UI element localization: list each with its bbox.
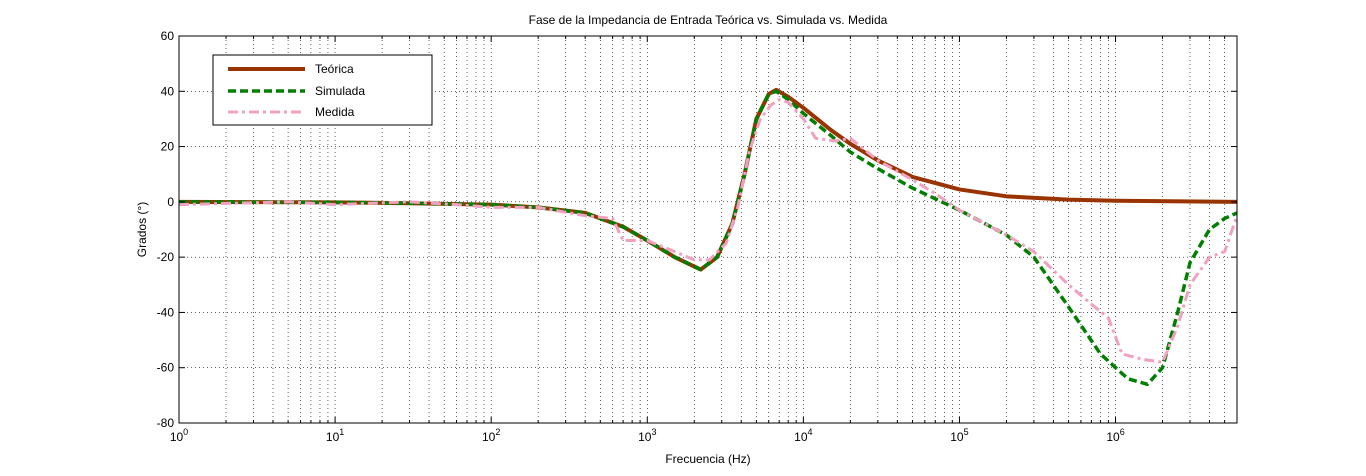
plot-frame — [178, 35, 1238, 424]
y-tick-label: 20 — [161, 140, 175, 154]
series-line-simulada — [179, 89, 1237, 387]
x-tick-label-base: 10 — [638, 430, 652, 444]
x-tick-label-base: 10 — [170, 430, 184, 444]
x-tick-label: 103 — [638, 427, 656, 444]
x-tick-label-exponent: 3 — [651, 427, 656, 437]
y-tick-label: -60 — [157, 361, 175, 375]
series-group — [179, 87, 1237, 387]
legend-label-medida: Medida — [315, 105, 355, 119]
x-tick-label-base: 10 — [326, 430, 340, 444]
y-tick-label: -40 — [157, 305, 175, 319]
y-tick-label: 0 — [167, 195, 174, 209]
x-tick-label: 101 — [326, 427, 344, 444]
y-tick-label: -20 — [157, 250, 175, 264]
legend-label-teorica: Teórica — [315, 62, 354, 76]
y-tick-label: 40 — [161, 84, 175, 98]
y-axis-label: Grados (°) — [135, 202, 149, 257]
y-tick-label: -80 — [157, 416, 175, 430]
x-tick-label-base: 10 — [950, 430, 964, 444]
legend-label-simulada: Simulada — [315, 84, 365, 98]
x-tick-label-exponent: 1 — [339, 427, 344, 437]
legend: Teórica Simulada Medida — [212, 54, 433, 126]
x-tick-label: 106 — [1106, 427, 1124, 444]
x-tick-label-exponent: 0 — [183, 427, 188, 437]
series-line-medida — [179, 98, 1237, 364]
x-tick-label: 100 — [170, 427, 188, 444]
x-tick-label-exponent: 5 — [964, 427, 969, 437]
x-tick-label-base: 10 — [1106, 430, 1120, 444]
x-tick-label: 104 — [794, 427, 812, 444]
x-tick-label: 105 — [950, 427, 968, 444]
x-tick-label-base: 10 — [482, 430, 496, 444]
x-tick-label: 102 — [482, 427, 500, 444]
x-axis-label: Frecuencia (Hz) — [665, 452, 750, 466]
chart-title: Fase de la Impedancia de Entrada Teórica… — [529, 13, 888, 27]
x-tick-label-exponent: 4 — [808, 427, 813, 437]
x-tick-label-base: 10 — [794, 430, 808, 444]
y-tick-label: 60 — [161, 29, 175, 43]
x-tick-label-exponent: 6 — [1120, 427, 1125, 437]
x-tick-label-exponent: 2 — [495, 427, 500, 437]
